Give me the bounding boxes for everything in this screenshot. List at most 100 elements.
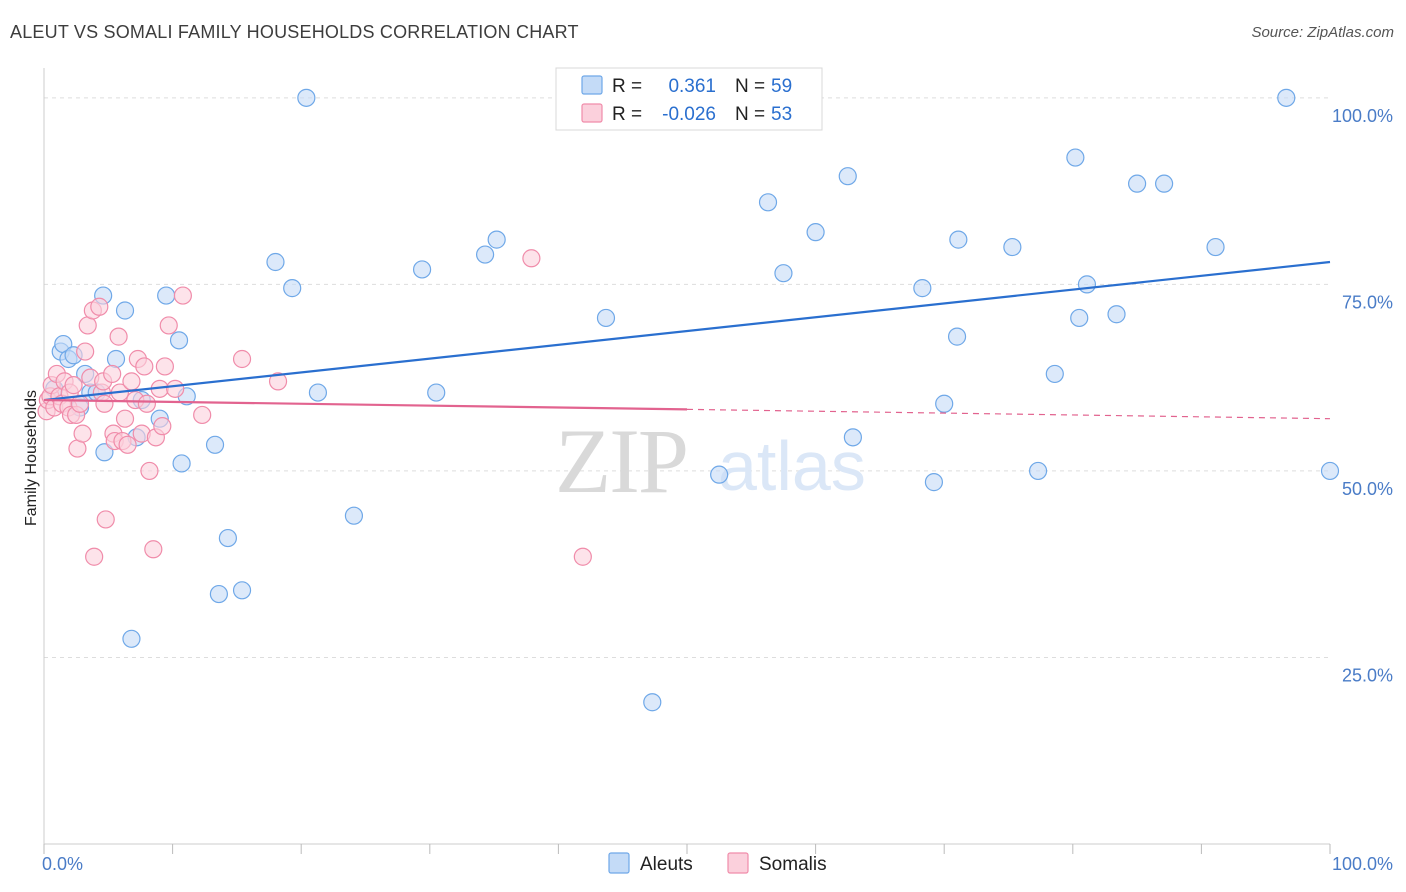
legend-swatch-somalis	[581, 103, 603, 123]
aleut-point-17	[157, 286, 176, 305]
somali-point-16	[73, 424, 92, 443]
aleut-point-59	[1320, 461, 1340, 481]
aleut-point-18	[169, 331, 189, 350]
aleut-point-56	[1155, 174, 1174, 193]
y-axis-label-group: Family Households	[23, 390, 40, 526]
somali-point-33	[115, 409, 135, 428]
aleut-point-57	[1206, 237, 1225, 257]
aleut-point-21	[205, 435, 225, 454]
legend-r-value-aleuts: 0.361	[668, 76, 716, 97]
aleut-trend-line	[43, 260, 1331, 402]
trend-lines	[43, 260, 1331, 420]
aleut-point-36	[710, 465, 729, 484]
aleut-point-39	[774, 264, 793, 283]
watermark-atlas: atlas	[718, 427, 866, 505]
somali-trend-line-extension	[686, 408, 1331, 420]
aleut-point-31	[427, 383, 446, 402]
legend-bottom-label-somalis: Somalis	[759, 854, 827, 875]
aleut-point-34	[596, 308, 616, 328]
somali-point-48	[166, 379, 185, 398]
aleut-point-48	[1003, 237, 1022, 257]
chart-title: ALEUT VS SOMALI FAMILY HOUSEHOLDS CORREL…	[10, 22, 579, 42]
aleut-point-51	[1066, 148, 1085, 167]
aleut-point-27	[297, 88, 316, 107]
aleut-point-45	[935, 394, 954, 413]
somali-point-25	[95, 394, 114, 413]
somali-point-47	[159, 316, 178, 335]
aleut-point-47	[949, 230, 968, 249]
aleut-point-19	[172, 454, 191, 473]
legend-bottom-swatch-aleuts	[608, 852, 630, 874]
watermark-zip: ZIP	[555, 410, 687, 512]
aleut-point-32	[475, 245, 495, 264]
data-points	[37, 88, 1340, 712]
aleut-point-38	[758, 193, 778, 212]
legend-r-value-somalis: -0.026	[662, 104, 716, 125]
somali-point-52	[268, 372, 288, 391]
aleut-point-13	[122, 629, 141, 648]
aleut-point-58	[1277, 88, 1296, 107]
legend-bottom-label-aleuts: Aleuts	[640, 854, 693, 875]
aleut-point-50	[1045, 364, 1064, 384]
legend-top: R = 0.361 N = 59 R = -0.026 N = 53	[555, 67, 823, 131]
somali-point-49	[173, 286, 192, 305]
aleut-point-46	[947, 327, 967, 346]
y-tick-label-100: 100.0%	[1332, 106, 1393, 126]
somali-point-17	[76, 342, 95, 361]
y-tick-label-25: 25.0%	[1342, 665, 1393, 685]
y-tick-label-50: 50.0%	[1342, 479, 1393, 499]
aleut-point-26	[283, 279, 302, 298]
aleut-point-54	[1107, 305, 1126, 324]
y-tick-label-75: 75.0%	[1342, 292, 1393, 312]
aleut-point-40	[806, 223, 825, 242]
legend-n-value-somalis: 53	[771, 104, 792, 125]
aleut-point-53	[1077, 275, 1097, 294]
aleut-point-29	[344, 506, 364, 525]
aleut-point-11	[106, 349, 126, 369]
aleut-point-43	[913, 279, 932, 298]
aleut-point-10	[95, 443, 114, 462]
somali-point-30	[109, 327, 128, 346]
somali-point-26	[96, 510, 115, 529]
somali-point-40	[137, 394, 156, 413]
somali-point-45	[153, 417, 172, 436]
aleut-point-25	[266, 252, 285, 272]
aleut-point-35	[643, 693, 662, 712]
legend-r-label-aleuts: R =	[612, 76, 642, 97]
aleut-point-33	[487, 230, 506, 249]
y-axis-label: Family Households	[23, 390, 40, 526]
x-tick-label-max: 100.0%	[1332, 854, 1393, 874]
legend-n-label-somalis: N =	[735, 104, 765, 125]
x-tick-label-min: 0.0%	[42, 854, 83, 874]
somali-point-53	[522, 249, 541, 268]
somali-point-22	[90, 297, 109, 316]
somali-point-41	[140, 461, 159, 481]
aleut-point-24	[232, 581, 252, 600]
somali-trend-line	[43, 398, 688, 411]
somali-point-21	[85, 547, 104, 566]
axes: 25.0% 50.0% 75.0% 100.0% 0.0% 100.0%	[42, 68, 1393, 874]
legend-swatch-aleuts	[581, 75, 603, 95]
somali-point-35	[122, 372, 141, 391]
watermark: ZIP atlas	[555, 410, 866, 512]
somali-point-50	[193, 405, 212, 425]
aleut-point-42	[843, 428, 862, 447]
somali-point-39	[135, 357, 154, 376]
somali-point-54	[573, 547, 592, 566]
chart-source: Source: ZipAtlas.com	[1251, 24, 1394, 41]
somali-point-51	[232, 349, 252, 369]
aleut-point-22	[218, 528, 237, 548]
somali-point-46	[155, 357, 174, 376]
legend-n-label-aleuts: N =	[735, 76, 765, 97]
legend-n-value-aleuts: 59	[771, 76, 792, 97]
legend-bottom-swatch-somalis	[727, 852, 749, 874]
somali-point-42	[144, 540, 163, 559]
aleut-point-55	[1127, 174, 1147, 193]
aleut-point-23	[209, 584, 228, 604]
aleut-point-12	[115, 301, 135, 320]
somali-point-27	[103, 364, 122, 384]
aleut-point-52	[1070, 308, 1089, 328]
aleut-point-49	[1028, 461, 1048, 481]
legend-bottom: Aleuts Somalis	[608, 852, 827, 875]
